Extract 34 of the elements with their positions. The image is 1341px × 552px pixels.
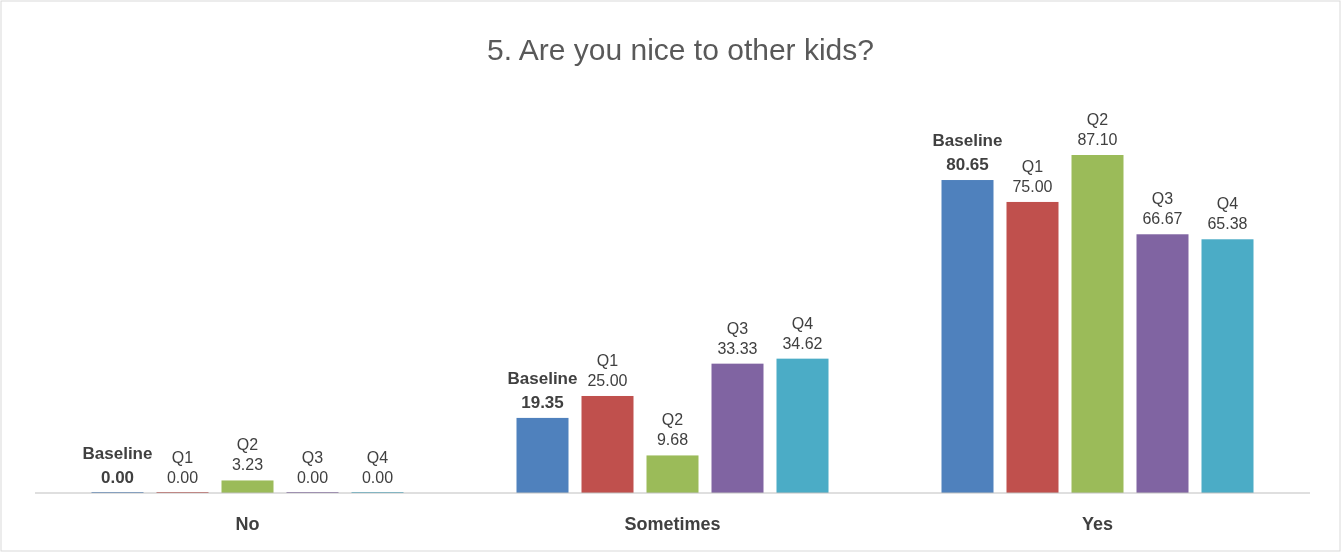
data-label: 0.00 [166, 469, 199, 486]
text: Q2 [1086, 111, 1109, 128]
series-label: Q1 [171, 449, 194, 466]
data-label: 75.00 [1012, 177, 1053, 195]
text: Q1 [596, 351, 619, 369]
data-label: 80.65 [946, 155, 989, 175]
data-label: 33.33 [717, 339, 758, 357]
data-label: 65.38 [1207, 215, 1248, 233]
series-label: Q3 [301, 449, 324, 466]
series-label: Q2 [236, 436, 259, 454]
text: Q2 [661, 411, 684, 429]
x-tick-label: Sometimes [624, 514, 721, 534]
data-label: 87.10 [1077, 131, 1118, 148]
data-label: 9.68 [656, 431, 689, 449]
data-label: 0.00 [296, 469, 329, 486]
text: Q4 [791, 314, 814, 332]
data-label: 0.00 [361, 469, 394, 486]
data-label: 66.67 [1142, 210, 1183, 228]
text: Q3 [1151, 190, 1174, 208]
chart-title: 5. Are you nice to other kids? [487, 33, 874, 66]
data-label: 25.00 [587, 371, 628, 389]
text: Baseline [932, 131, 1003, 151]
data-label: 0.00 [100, 468, 135, 487]
series-label: Q4 [366, 449, 389, 466]
data-label: 3.23 [231, 456, 264, 474]
text: Q3 [726, 319, 749, 337]
x-tick-label: Yes [1081, 514, 1114, 534]
text: Baseline [507, 368, 578, 388]
data-label: 34.62 [782, 334, 823, 352]
series-label: Baseline [82, 444, 153, 463]
x-tick-label: No [235, 514, 260, 534]
data-label: 19.35 [521, 392, 564, 412]
text: Q1 [1021, 157, 1044, 175]
text: Q4 [1216, 195, 1239, 213]
